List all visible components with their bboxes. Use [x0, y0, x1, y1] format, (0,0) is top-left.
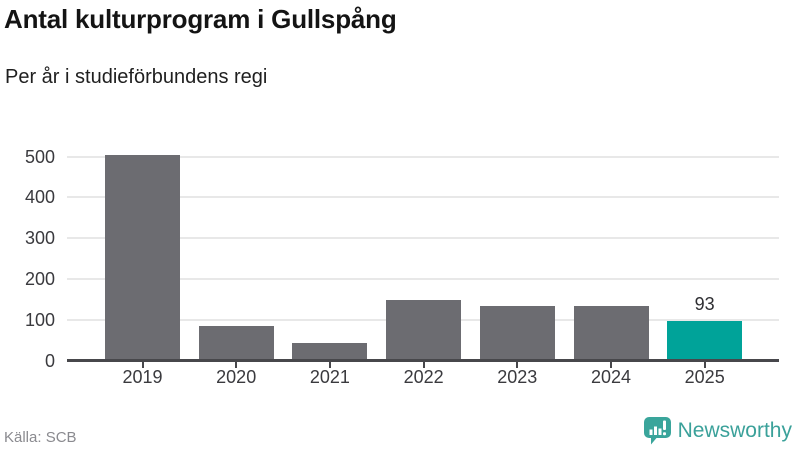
x-tick-2025	[703, 362, 706, 368]
x-tick-2023	[516, 362, 519, 368]
x-tick-2021	[328, 362, 331, 368]
x-tick-2019	[141, 362, 144, 368]
x-tick-2022	[422, 362, 425, 368]
gridline-400	[67, 196, 779, 199]
bar-2023	[479, 305, 555, 359]
y-tick-label-0: 0	[44, 350, 55, 371]
x-tick-label-2023: 2023	[497, 367, 538, 387]
x-tick-label-2019: 2019	[122, 367, 163, 387]
newsworthy-icon	[643, 416, 671, 446]
bar-2025	[667, 321, 743, 359]
brand-name: Newsworthy	[677, 419, 792, 442]
y-tick-label-500: 500	[24, 146, 55, 167]
bar-2021	[292, 343, 368, 359]
chart-subtitle: Per år i studieförbundens regi	[5, 66, 268, 88]
x-axis-line	[67, 359, 779, 362]
x-tick-label-2024: 2024	[590, 367, 632, 387]
bar-value-label-2025: 93	[694, 294, 715, 315]
y-tick-label-300: 300	[24, 228, 55, 249]
bar-2020	[198, 326, 274, 359]
x-tick-label-2021: 2021	[309, 367, 350, 387]
source-note: Källa: SCB	[4, 429, 77, 446]
x-tick-label-2025: 2025	[684, 367, 725, 387]
chart-title: Antal kulturprogram i Gullspång	[4, 4, 397, 34]
x-tick-2020	[235, 362, 238, 368]
gridline-500	[67, 155, 779, 158]
bar-2019	[105, 155, 180, 359]
bar-2024	[573, 305, 649, 359]
bar-2022	[386, 300, 462, 359]
x-tick-label-2020: 2020	[216, 367, 257, 387]
y-tick-label-100: 100	[24, 309, 55, 330]
gridline-200	[67, 277, 779, 280]
y-tick-label-200: 200	[24, 268, 55, 289]
x-tick-2024	[610, 362, 612, 368]
newsworthy-logo-link[interactable]: Newsworthy	[643, 415, 792, 447]
y-tick-label-400: 400	[24, 187, 55, 208]
x-tick-label-2022: 2022	[403, 367, 444, 387]
gridline-300	[67, 237, 779, 240]
